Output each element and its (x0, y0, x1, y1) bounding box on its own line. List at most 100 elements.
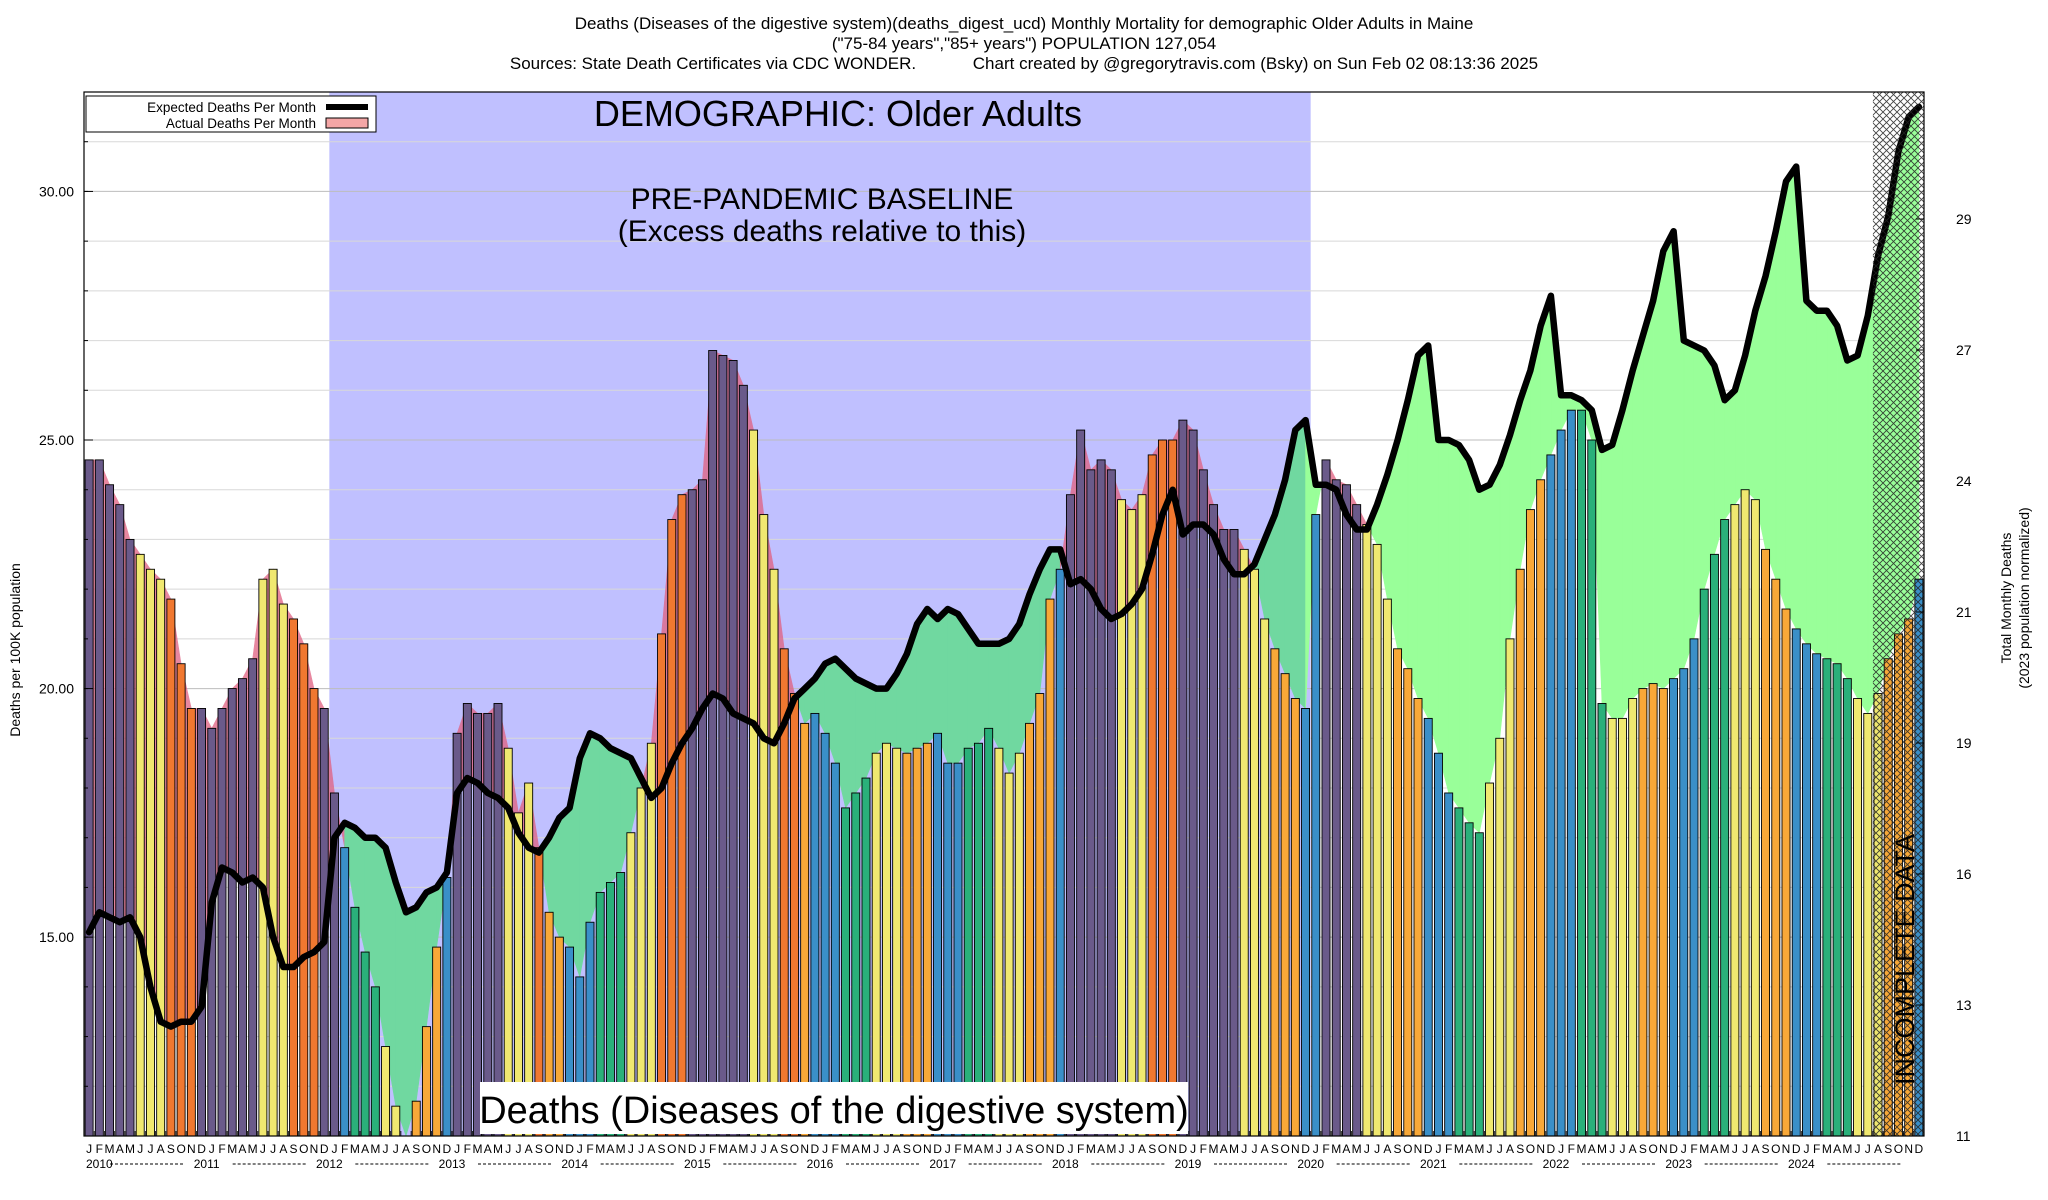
excess-fill-segment (1775, 181, 1787, 610)
x-month-label: N (432, 1142, 441, 1156)
x-month-label: N (678, 1142, 687, 1156)
x-month-label: D (1056, 1142, 1065, 1156)
actual-deaths-bar (1495, 737, 1505, 1137)
actual-deaths-bar (237, 678, 247, 1137)
actual-deaths-bar (1842, 678, 1852, 1137)
x-month-label: J (454, 1142, 460, 1156)
x-month-label: A (893, 1142, 901, 1156)
x-month-label: A (729, 1142, 737, 1156)
actual-deaths-bar (1832, 663, 1842, 1137)
y2-tick-label: 13 (1956, 997, 1972, 1013)
x-month-label: D (811, 1142, 820, 1156)
x-month-label: N (1904, 1142, 1913, 1156)
x-month-label: S (658, 1142, 666, 1156)
actual-deaths-bar (1812, 653, 1822, 1137)
x-month-label: A (1710, 1142, 1718, 1156)
actual-deaths-bar (1352, 504, 1362, 1137)
x-month-label: A (974, 1142, 982, 1156)
excess-fill-segment (1295, 419, 1306, 710)
x-month-label: M (493, 1142, 503, 1156)
actual-deaths-bar (1239, 548, 1249, 1137)
actual-deaths-bar (759, 514, 769, 1137)
actual-deaths-bar (1280, 673, 1290, 1137)
actual-deaths-bar (677, 494, 687, 1137)
excess-fill-segment (610, 747, 621, 884)
x-month-label: N (923, 1142, 932, 1156)
actual-deaths-bar (963, 747, 973, 1137)
actual-deaths-bar (340, 847, 350, 1137)
x-month-label: O (1280, 1142, 1289, 1156)
x-month-label: A (770, 1142, 778, 1156)
x-month-label: M (1229, 1142, 1239, 1156)
excess-fill-segment (559, 807, 570, 948)
actual-deaths-bar (1679, 668, 1689, 1137)
actual-deaths-bar (1413, 698, 1423, 1137)
x-month-label: A (1015, 1142, 1023, 1156)
x-month-label: O (1771, 1142, 1780, 1156)
x-month-label: M (473, 1142, 483, 1156)
x-month-label: J (383, 1142, 389, 1156)
actual-deaths-bar (442, 877, 452, 1137)
x-month-label: M (1577, 1142, 1587, 1156)
actual-deaths-bar (1341, 484, 1351, 1137)
x-month-label: J (1364, 1142, 1370, 1156)
actual-deaths-bar (1730, 504, 1740, 1137)
excess-fill-segment (1458, 444, 1470, 824)
x-month-label: J (515, 1142, 521, 1156)
y2-tick-label: 27 (1956, 342, 1972, 358)
x-month-label: F (1568, 1142, 1575, 1156)
actual-deaths-bar (973, 742, 983, 1137)
x-month-label: D (443, 1142, 452, 1156)
actual-deaths-bar (943, 762, 953, 1137)
x-year-label: 2012 (316, 1157, 343, 1171)
actual-deaths-bar (912, 747, 922, 1137)
actual-deaths-bar (1117, 499, 1127, 1137)
actual-deaths-bar (105, 484, 115, 1137)
actual-deaths-bar (1311, 514, 1321, 1137)
actual-deaths-bar (830, 762, 840, 1137)
expected-deaths-line (85, 103, 1923, 1030)
excess-fill-segment (1816, 310, 1828, 660)
actual-deaths-bar (268, 568, 278, 1137)
x-month-label: M (1842, 1142, 1852, 1156)
x-month-label: N (310, 1142, 319, 1156)
x-month-label: M (616, 1142, 626, 1156)
x-month-label: M (350, 1142, 360, 1156)
incomplete-data-label: INCOMPLETE DATA (1890, 834, 1920, 1085)
actual-deaths-bar (1515, 568, 1525, 1137)
x-month-label: A (238, 1142, 246, 1156)
actual-deaths-bar (1055, 568, 1065, 1137)
actual-deaths-bar (84, 459, 94, 1137)
x-month-label: M (861, 1142, 871, 1156)
x-year-label: 2022 (1543, 1157, 1570, 1171)
excess-fill-segment (1479, 484, 1490, 833)
y2-tick-label: 16 (1956, 866, 1972, 882)
actual-deaths-bar (922, 742, 932, 1137)
x-year-label: 2021 (1420, 1157, 1447, 1171)
actual-deaths-bar (391, 1105, 401, 1137)
excess-fill-segment (845, 667, 857, 809)
excess-fill-segment (927, 608, 938, 744)
excess-fill-segment (1489, 464, 1501, 784)
actual-deaths-bar (1525, 509, 1535, 1137)
x-month-label: A (1588, 1142, 1596, 1156)
actual-deaths-bar (1740, 489, 1750, 1137)
x-month-label: M (1720, 1142, 1730, 1156)
actual-deaths-bar (1566, 409, 1576, 1137)
x-month-label: J (1855, 1142, 1861, 1156)
x-month-label: S (1639, 1142, 1647, 1156)
x-month-label: D (1301, 1142, 1310, 1156)
actual-deaths-bar (1168, 439, 1178, 1137)
x-month-label: M (738, 1142, 748, 1156)
x-month-label: J (1558, 1142, 1564, 1156)
x-month-label: N (1536, 1142, 1545, 1156)
actual-deaths-bar (381, 1046, 391, 1137)
actual-deaths-bar (1648, 683, 1658, 1137)
x-month-label: J (137, 1142, 143, 1156)
excess-fill-segment (1785, 165, 1797, 630)
x-month-label: J (1742, 1142, 1748, 1156)
x-month-label: D (1669, 1142, 1678, 1156)
x-month-label: N (1168, 1142, 1177, 1156)
x-month-label: J (1487, 1142, 1493, 1156)
demographic-label: DEMOGRAPHIC: Older Adults (594, 93, 1082, 134)
